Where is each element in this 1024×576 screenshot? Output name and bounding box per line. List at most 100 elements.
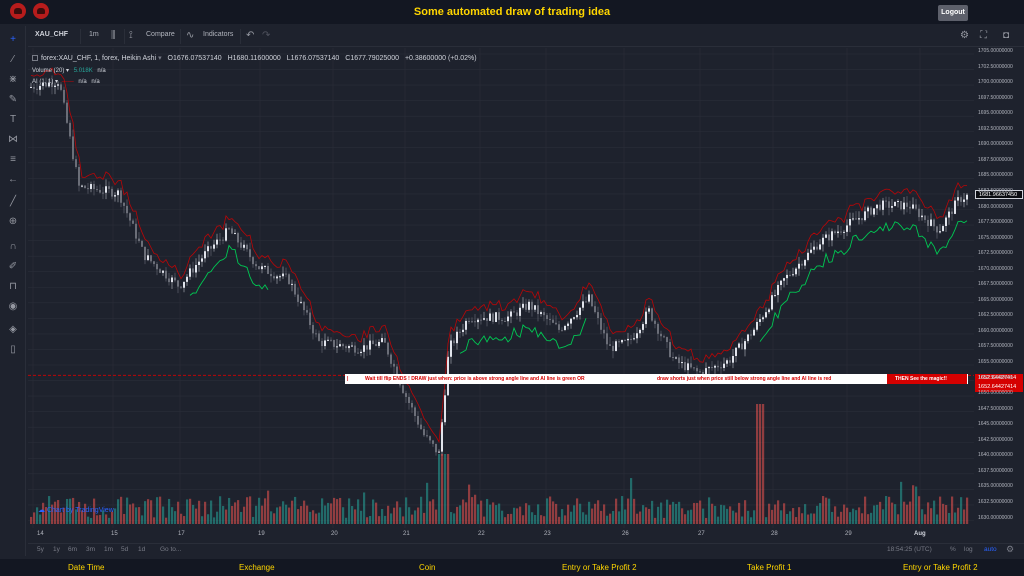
candle-body xyxy=(936,226,938,233)
collapse-icon[interactable] xyxy=(32,55,38,62)
forecast-icon[interactable]: ≡ xyxy=(10,154,16,165)
price-label: 1630.00000000 xyxy=(978,514,1013,521)
lock-icon[interactable]: ⊓ xyxy=(9,281,17,292)
range-1m[interactable]: 1m xyxy=(104,546,114,553)
interval-button[interactable]: 1m xyxy=(89,31,99,38)
candle-body xyxy=(267,265,269,274)
clock[interactable]: 18:54:25 (UTC) xyxy=(887,546,932,553)
volume-bar xyxy=(702,508,705,524)
zoom-icon[interactable]: ⊕ xyxy=(8,216,18,227)
volume-bar xyxy=(330,503,333,524)
volume-bar xyxy=(393,507,396,524)
candle-body xyxy=(720,367,722,369)
volume-bar xyxy=(273,513,276,524)
settings-icon[interactable]: ⚙ xyxy=(960,30,969,41)
candle-body xyxy=(546,315,548,320)
candle-body xyxy=(798,263,800,269)
candle-body xyxy=(636,333,638,339)
volume-bar xyxy=(954,512,957,524)
goto-button[interactable]: Go to... xyxy=(160,546,182,553)
magnet-icon[interactable]: ∩ xyxy=(9,241,17,252)
range-3m[interactable]: 3m xyxy=(86,546,96,553)
compare-icon[interactable]: ⟟ xyxy=(129,30,133,41)
ai-label[interactable]: AI (1, 1) xyxy=(32,79,54,85)
footer-tab-coin[interactable]: Coin xyxy=(419,563,436,572)
gear-icon[interactable]: ⚙ xyxy=(1006,544,1015,554)
price-label: 1650.00000000 xyxy=(978,390,1013,397)
chart-type-icon[interactable]: ⫼ xyxy=(111,30,116,41)
candle-body xyxy=(159,269,161,273)
candlestick-chart[interactable] xyxy=(28,48,974,528)
candle-body xyxy=(36,88,38,90)
high-value: H1680.11600000 xyxy=(227,55,281,62)
trash-icon[interactable]: ▯ xyxy=(10,344,16,355)
volume-bar xyxy=(498,503,501,524)
time-axis[interactable] xyxy=(28,529,974,541)
range-1d[interactable]: 1d xyxy=(138,546,146,553)
candle-body xyxy=(318,333,320,341)
log-toggle[interactable]: log xyxy=(964,546,973,553)
camera-icon[interactable]: ◘ xyxy=(1003,30,1010,41)
layers-icon[interactable]: ◈ xyxy=(9,324,17,335)
redo-icon[interactable]: ↷ xyxy=(262,30,271,41)
range-5d[interactable]: 5d xyxy=(121,546,129,553)
range-1y[interactable]: 1y xyxy=(53,546,60,553)
text-icon[interactable]: T xyxy=(9,114,17,125)
volume-bar xyxy=(537,504,540,524)
logout-button[interactable]: Logout xyxy=(938,5,968,21)
volume-bar xyxy=(807,514,810,524)
back-arrow-icon[interactable]: ← xyxy=(8,174,18,185)
candle-body xyxy=(423,429,425,436)
strategy-banner: | Wait till flip ENDS ! DRAW just when: … xyxy=(345,374,968,384)
candle-body xyxy=(891,206,893,208)
volume-bar xyxy=(759,404,762,524)
volume-bar xyxy=(621,496,624,524)
candle-body xyxy=(291,283,293,285)
volume-bar xyxy=(642,505,645,524)
volume-bar xyxy=(723,505,726,524)
eye-icon[interactable]: ◉ xyxy=(8,301,18,312)
fib-icon[interactable]: ⋇ xyxy=(8,74,18,85)
ruler-icon[interactable]: ╱ xyxy=(9,196,17,207)
candle-body xyxy=(228,228,230,230)
footer-tab-tp1[interactable]: Take Profit 1 xyxy=(747,563,792,572)
volume-label[interactable]: Volume (20) xyxy=(32,68,65,74)
tradingview-watermark[interactable]: ☁ Chart by TradingView xyxy=(38,507,114,514)
candle-body xyxy=(345,346,347,349)
crosshair-icon[interactable]: + xyxy=(10,34,16,45)
volume-bar xyxy=(600,510,603,524)
candle-body xyxy=(963,199,965,202)
volume-bar xyxy=(333,497,336,524)
symbol-search[interactable]: XAU_CHF xyxy=(35,31,69,38)
range-6m[interactable]: 6m xyxy=(68,546,78,553)
footer-tab-date-time[interactable]: Date Time xyxy=(68,563,105,572)
percent-toggle[interactable]: % xyxy=(950,546,956,553)
volume-bar xyxy=(204,501,207,524)
footer-tab-entry-tp2[interactable]: Entry or Take Profit 2 xyxy=(562,563,637,572)
footer-tab-exchange[interactable]: Exchange xyxy=(239,563,275,572)
candle-body xyxy=(576,314,578,318)
volume-bar xyxy=(63,507,66,524)
brush-icon[interactable]: ✎ xyxy=(8,94,18,105)
candle-body xyxy=(627,338,629,341)
volume-bar xyxy=(327,502,330,524)
footer-tab-entry-tp2-b[interactable]: Entry or Take Profit 2 xyxy=(903,563,978,572)
auto-toggle[interactable]: auto xyxy=(984,546,997,553)
volume-bar xyxy=(300,506,303,524)
compare-button[interactable]: Compare xyxy=(146,31,175,38)
candle-body xyxy=(888,201,890,208)
lock-draw-icon[interactable]: ✐ xyxy=(8,261,18,272)
undo-icon[interactable]: ↶ xyxy=(246,30,255,41)
volume-bar xyxy=(645,507,648,524)
volume-bar xyxy=(804,504,807,524)
trend-line-icon[interactable]: ⁄ xyxy=(12,54,14,65)
range-5y[interactable]: 5y xyxy=(37,546,44,553)
volume-bar xyxy=(957,507,960,524)
candle-body xyxy=(195,264,197,273)
indicators-icon[interactable]: ∿ xyxy=(186,30,195,41)
time-label: 26 xyxy=(622,531,629,537)
candle-body xyxy=(855,218,857,220)
pattern-icon[interactable]: ⋈ xyxy=(8,134,18,145)
fullscreen-icon[interactable]: ⛶ xyxy=(980,30,987,41)
indicators-button[interactable]: Indicators xyxy=(203,31,234,38)
